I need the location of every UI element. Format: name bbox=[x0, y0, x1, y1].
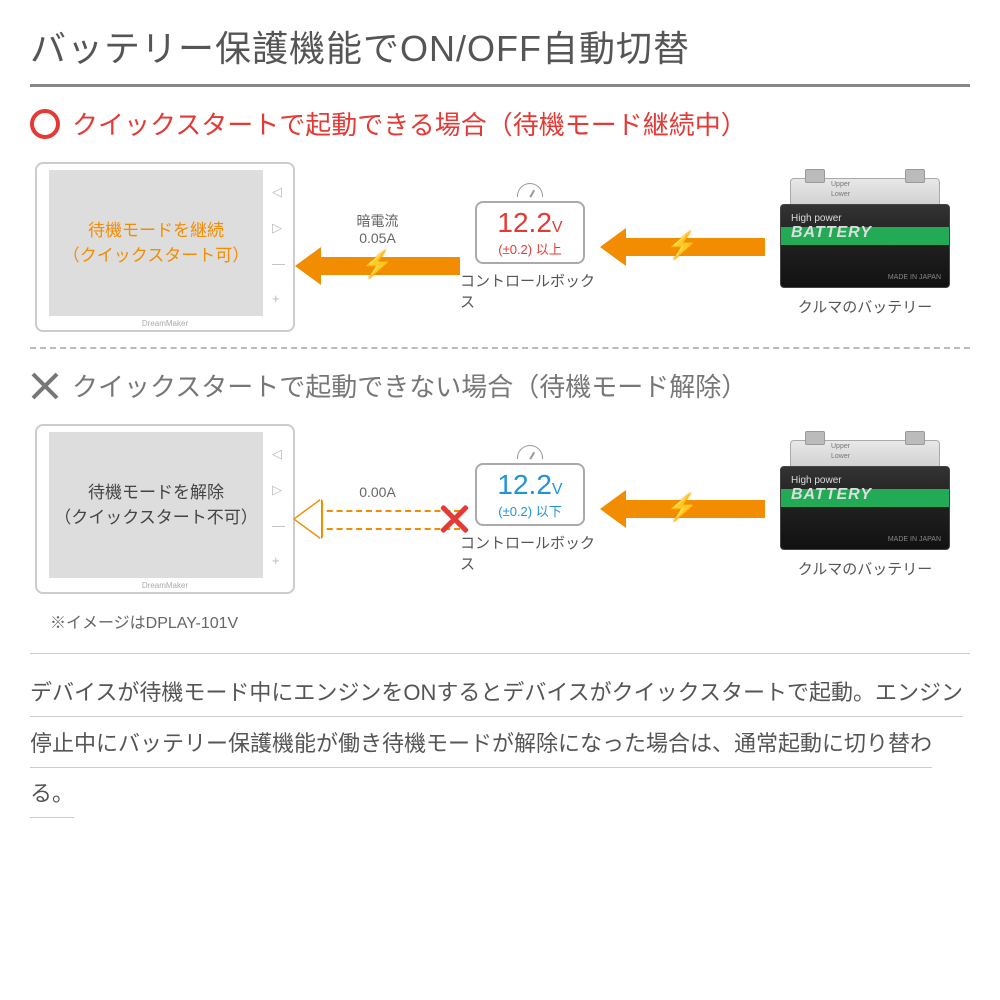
diagram-ng: 待機モードを解除 （クイックスタート不可） ◁▷—+ DreamMaker 0.… bbox=[30, 424, 970, 594]
divider-dashed bbox=[30, 347, 970, 349]
footnote: ※イメージはDPLAY-101V bbox=[50, 609, 970, 633]
battery-madein-label: MADE IN JAPAN bbox=[888, 274, 941, 281]
control-box-ok-label: コントロールボックス bbox=[460, 270, 600, 312]
tablet-ng: 待機モードを解除 （クイックスタート不可） ◁▷—+ DreamMaker bbox=[35, 424, 295, 594]
tablet-ok-line1: 待機モードを継続 bbox=[88, 218, 224, 244]
tablet-ng-screen: 待機モードを解除 （クイックスタート不可） bbox=[49, 432, 263, 578]
tablet-ok-screen: 待機モードを継続 （クイックスタート可） bbox=[49, 170, 263, 316]
bolt-icon: ⚡ bbox=[361, 249, 393, 280]
x-icon bbox=[30, 371, 60, 401]
control-box-ok-sub: (±0.2) 以上 bbox=[487, 239, 573, 258]
battery-highpower-label: High power bbox=[791, 475, 939, 486]
control-box-ok-body: 12.2V (±0.2) 以上 bbox=[475, 201, 585, 264]
tablet-ok-brand: DreamMaker bbox=[37, 319, 293, 328]
gauge-icon bbox=[517, 445, 543, 459]
control-box-ng-voltage: 12.2V bbox=[487, 471, 573, 499]
bolt-icon: ⚡ bbox=[666, 230, 698, 261]
arrow-dashed-icon bbox=[295, 504, 460, 534]
control-box-ng-body: 12.2V (±0.2) 以下 bbox=[475, 463, 585, 526]
tablet-ng-line1: 待機モードを解除 bbox=[88, 480, 224, 506]
arrow-ok-left-label: 暗電流 0.05A bbox=[357, 213, 399, 247]
battery-madein-label: MADE IN JAPAN bbox=[888, 536, 941, 543]
battery-text: BATTERY bbox=[791, 486, 939, 504]
tablet-ok: 待機モードを継続 （クイックスタート可） ◁▷—+ DreamMaker bbox=[35, 162, 295, 332]
control-box-ng-sub: (±0.2) 以下 bbox=[487, 501, 573, 520]
arrow-ng-right: ⚡ bbox=[600, 424, 765, 594]
case-ok-heading-text: クイックスタートで起動できる場合（待機モード継続中） bbox=[72, 105, 747, 142]
case-ng-heading-text: クイックスタートで起動できない場合（待機モード解除） bbox=[72, 367, 747, 404]
battery-lower-label: Lower bbox=[831, 453, 850, 460]
case-ng-heading: クイックスタートで起動できない場合（待機モード解除） bbox=[30, 367, 970, 404]
battery-upper-label: Upper bbox=[831, 443, 850, 450]
tablet-ok-line2: （クイックスタート可） bbox=[63, 243, 250, 269]
arrow-ok-right: ⚡ bbox=[600, 162, 765, 332]
battery-ng-label: クルマのバッテリー bbox=[798, 558, 933, 579]
tablet-ng-line2: （クイックスタート不可） bbox=[54, 505, 258, 531]
battery-ok: Upper Lower High power BATTERY MADE IN J… bbox=[765, 178, 965, 317]
control-box-ng-label: コントロールボックス bbox=[460, 532, 600, 574]
arrow-solid-icon: ⚡ bbox=[600, 232, 765, 262]
battery-text: BATTERY bbox=[791, 224, 939, 242]
diagram-ok: 待機モードを継続 （クイックスタート可） ◁▷—+ DreamMaker 暗電流… bbox=[30, 162, 970, 332]
control-box-ok-voltage: 12.2V bbox=[487, 209, 573, 237]
arrow-ng-left: 0.00A bbox=[295, 424, 460, 594]
arrow-ok-left-label-top: 暗電流 bbox=[357, 213, 399, 230]
circle-icon bbox=[30, 109, 60, 139]
battery-ok-graphic: Upper Lower High power BATTERY MADE IN J… bbox=[780, 178, 950, 288]
main-title: バッテリー保護機能でON/OFF自動切替 bbox=[30, 20, 970, 87]
gauge-icon bbox=[517, 183, 543, 197]
control-box-ok: 12.2V (±0.2) 以上 コントロールボックス bbox=[460, 183, 600, 312]
battery-lower-label: Lower bbox=[831, 191, 850, 198]
arrow-ng-left-label: 0.00A bbox=[359, 484, 396, 501]
description-text: デバイスが待機モード中にエンジンをONするとデバイスがクイックスタートで起動。エ… bbox=[30, 680, 963, 818]
control-box-ng: 12.2V (±0.2) 以下 コントロールボックス bbox=[460, 445, 600, 574]
arrow-ok-left-label-bot: 0.05A bbox=[357, 230, 399, 247]
battery-upper-label: Upper bbox=[831, 181, 850, 188]
arrow-ok-left: 暗電流 0.05A ⚡ bbox=[295, 162, 460, 332]
battery-ng: Upper Lower High power BATTERY MADE IN J… bbox=[765, 440, 965, 579]
tablet-ng-brand: DreamMaker bbox=[37, 581, 293, 590]
tablet-ng-side-buttons: ◁▷—+ bbox=[272, 446, 285, 568]
x-overlay-icon bbox=[440, 505, 468, 533]
bolt-icon: ⚡ bbox=[666, 492, 698, 523]
case-ok-heading: クイックスタートで起動できる場合（待機モード継続中） bbox=[30, 105, 970, 142]
tablet-ok-side-buttons: ◁▷—+ bbox=[272, 184, 285, 306]
battery-highpower-label: High power bbox=[791, 213, 939, 224]
arrow-solid-icon: ⚡ bbox=[295, 251, 460, 281]
description: デバイスが待機モード中にエンジンをONするとデバイスがクイックスタートで起動。エ… bbox=[30, 653, 970, 820]
battery-ng-graphic: Upper Lower High power BATTERY MADE IN J… bbox=[780, 440, 950, 550]
battery-ok-label: クルマのバッテリー bbox=[798, 296, 933, 317]
arrow-solid-icon: ⚡ bbox=[600, 494, 765, 524]
